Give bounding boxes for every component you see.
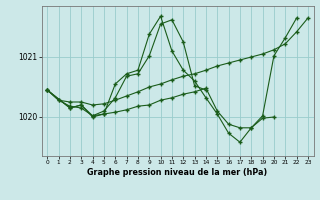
X-axis label: Graphe pression niveau de la mer (hPa): Graphe pression niveau de la mer (hPa) [87, 168, 268, 177]
